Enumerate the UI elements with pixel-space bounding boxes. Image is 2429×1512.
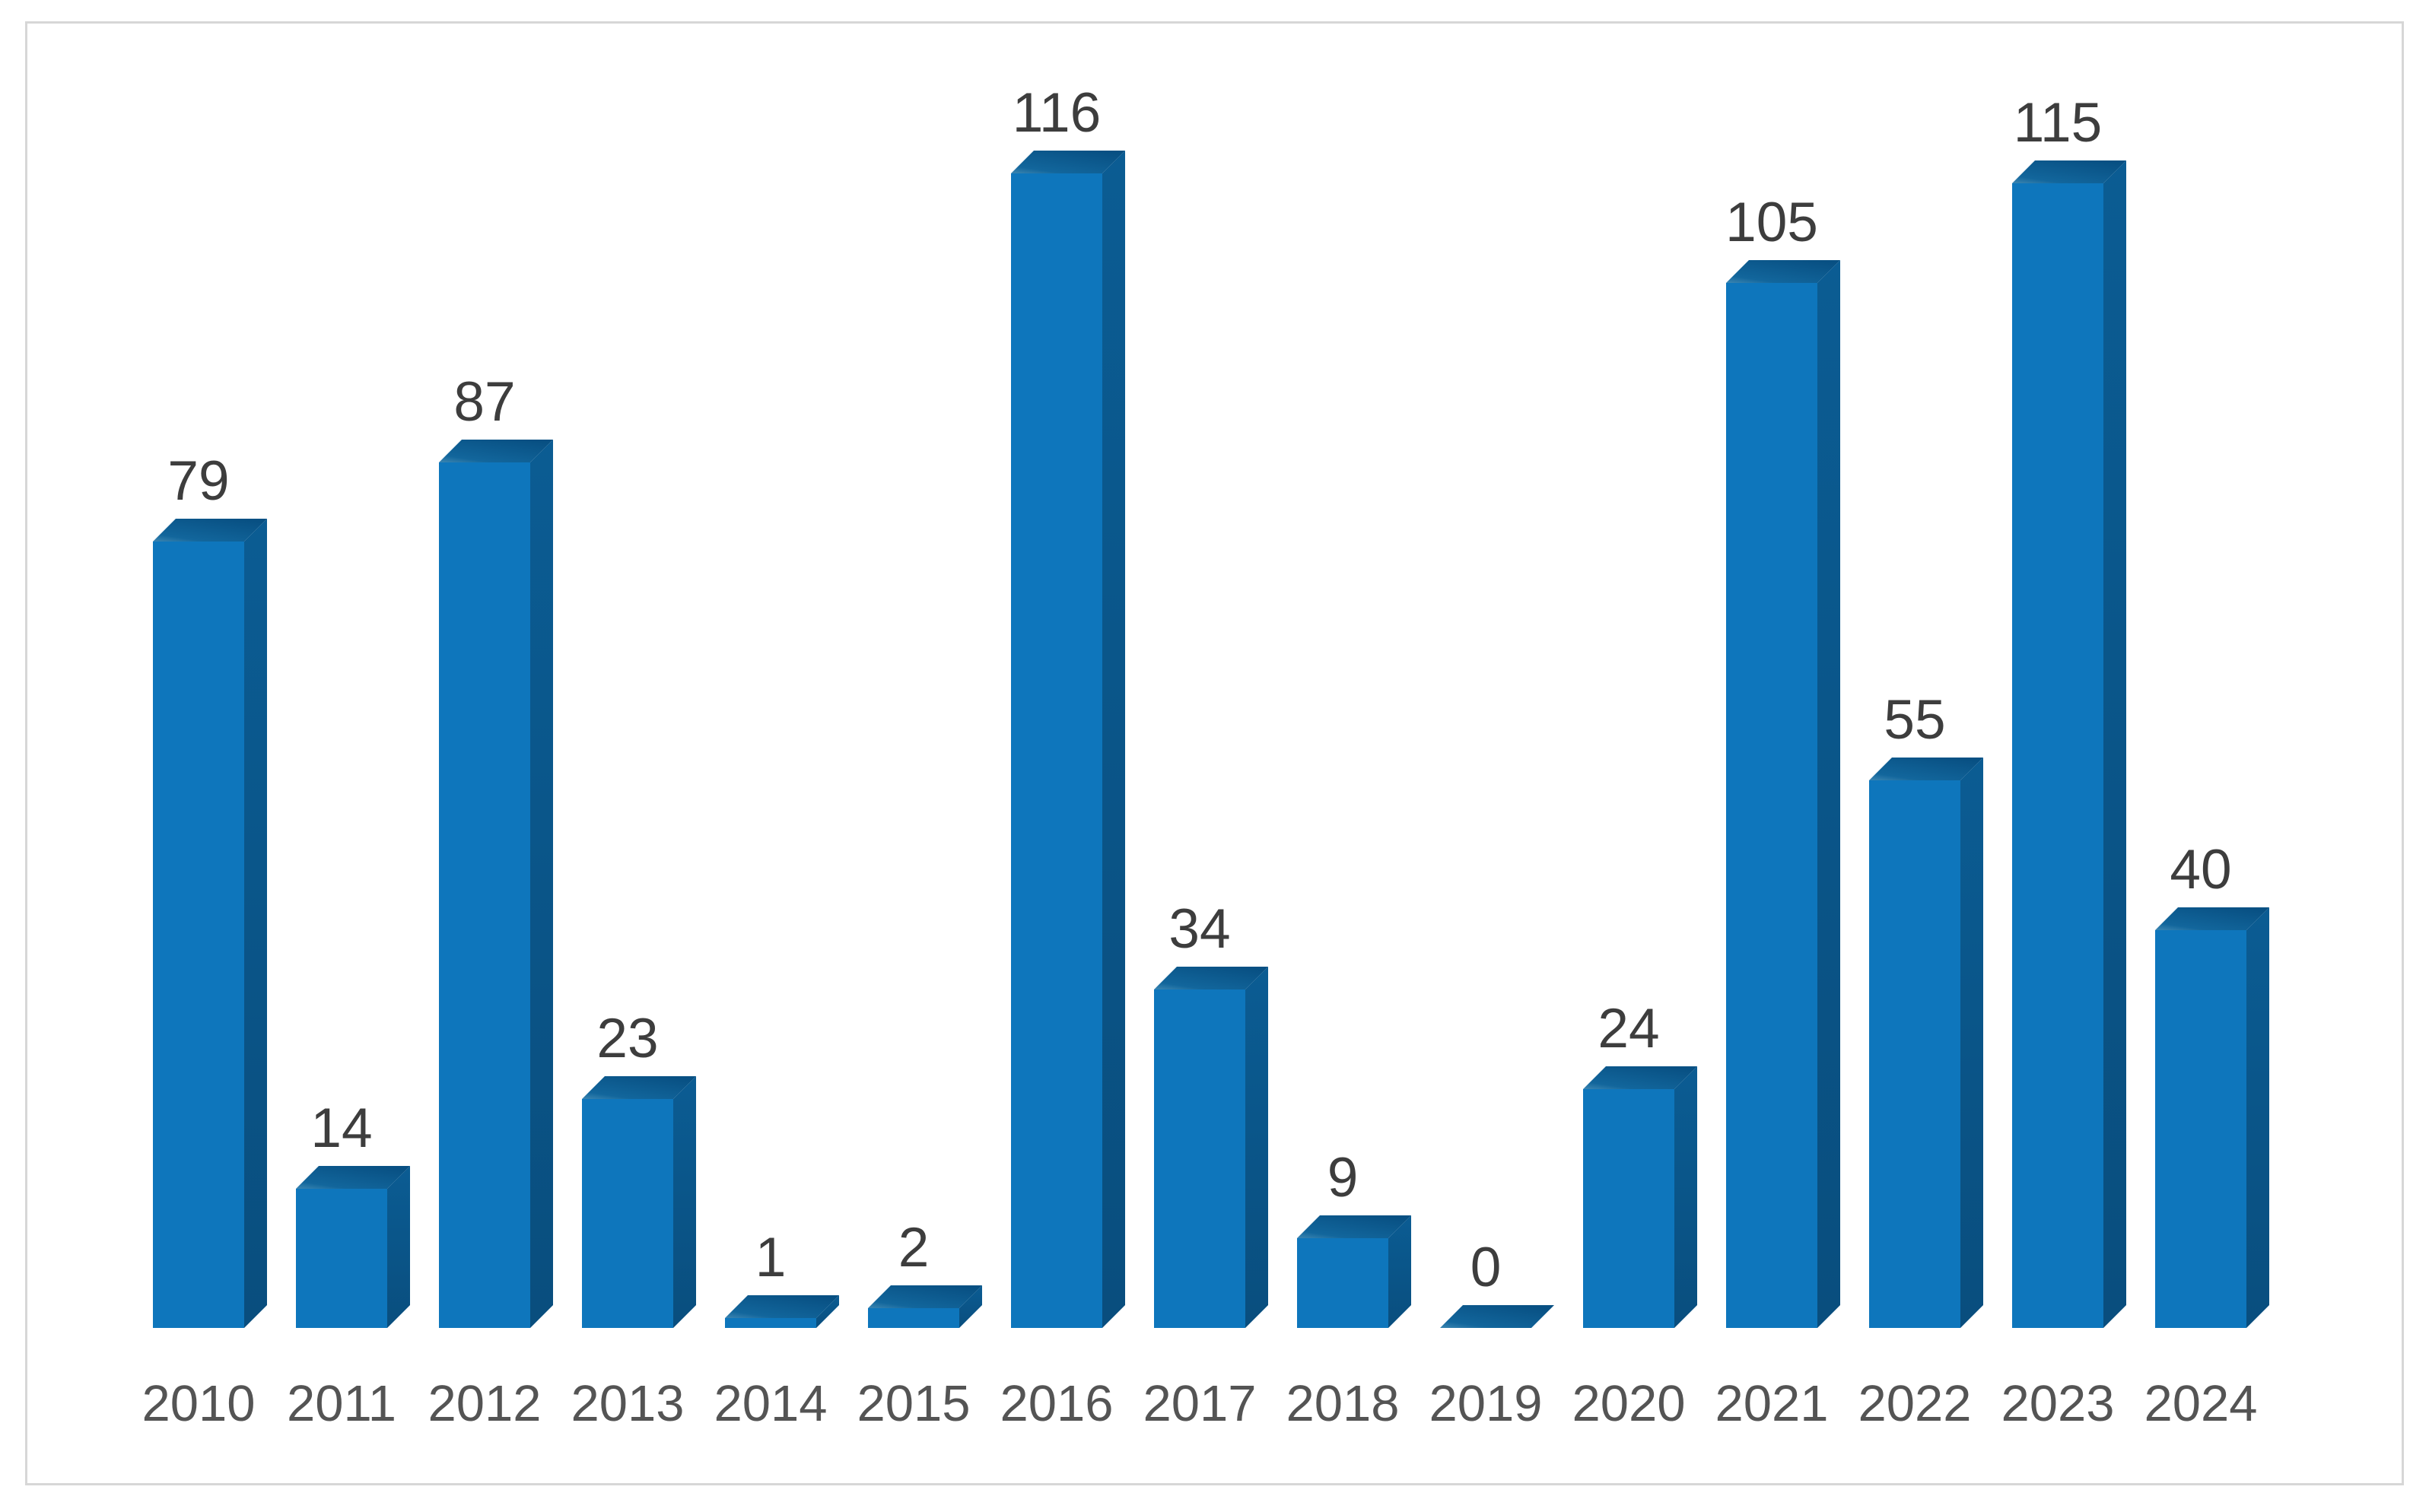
bar-top-face: [153, 519, 267, 542]
category-label-2015: 2015: [857, 1375, 970, 1432]
bar-2010: [153, 519, 267, 1328]
bar-2014: [725, 1295, 839, 1328]
category-label-2014: 2014: [714, 1375, 827, 1432]
category-label-2017: 2017: [1143, 1375, 1256, 1432]
value-label-2021: 105: [1725, 192, 1818, 253]
category-label-2016: 2016: [1000, 1375, 1113, 1432]
value-label-2012: 87: [453, 371, 515, 433]
value-label-2013: 23: [596, 1008, 658, 1069]
bar-side-face: [816, 1295, 839, 1328]
bar-2022: [1869, 758, 1983, 1328]
bar-top-face: [1869, 758, 1983, 780]
bar-top-face: [1583, 1066, 1697, 1089]
value-label-2022: 55: [1884, 689, 1945, 751]
bar-front-face: [1583, 1089, 1674, 1328]
bar-2016: [1011, 151, 1125, 1328]
bar-side-face: [2103, 160, 2126, 1328]
category-label-2022: 2022: [1858, 1375, 1971, 1432]
bar-top-face: [1297, 1215, 1411, 1238]
value-label-2014: 1: [755, 1227, 787, 1288]
bar-2018: [1297, 1215, 1411, 1328]
value-label-2010: 79: [167, 450, 229, 512]
bar-side-face: [1817, 260, 1840, 1328]
value-label-2023: 115: [2014, 92, 2102, 154]
bar-2015: [868, 1285, 982, 1328]
bar-2013: [582, 1076, 696, 1328]
bar-top-face: [1726, 260, 1840, 283]
bar-side-face: [1245, 967, 1268, 1328]
bar-side-face: [1674, 1066, 1697, 1328]
value-label-2024: 40: [2170, 839, 2231, 901]
bar-front-face: [1726, 283, 1817, 1328]
bar-2011: [296, 1166, 410, 1328]
value-label-2018: 9: [1327, 1147, 1359, 1209]
bar-front-face: [2155, 930, 2246, 1328]
bar-front-face: [1154, 989, 1245, 1328]
bar-top-face: [1440, 1305, 1554, 1328]
bar-top-face: [1011, 151, 1125, 173]
bar-front-face: [1869, 780, 1960, 1328]
bar-2019: [1440, 1305, 1554, 1328]
bars-group: [153, 151, 2269, 1328]
bar-top-face: [439, 440, 553, 462]
bar-front-face: [1011, 173, 1102, 1328]
bar-side-face: [1388, 1215, 1411, 1328]
bar-side-face: [959, 1285, 982, 1328]
labels-group: 79 2010 14 2011 87 2012 23 2013 1 2014 2 2015 116 201…: [141, 82, 2257, 1432]
value-label-2017: 34: [1168, 898, 1230, 960]
bar-front-face: [725, 1318, 816, 1328]
bar-top-face: [725, 1295, 839, 1318]
bar-front-face: [2012, 183, 2103, 1328]
category-label-2012: 2012: [428, 1375, 541, 1432]
bar-top-face: [1154, 967, 1268, 989]
bar-top-face: [582, 1076, 696, 1099]
category-label-2018: 2018: [1286, 1375, 1399, 1432]
bar-2024: [2155, 907, 2269, 1328]
bar-2020: [1583, 1066, 1697, 1328]
category-label-2023: 2023: [2001, 1375, 2114, 1432]
bar-side-face: [387, 1166, 410, 1328]
bar-2023: [2012, 160, 2126, 1328]
bar-side-face: [673, 1076, 696, 1328]
bar-side-face: [1102, 151, 1125, 1328]
bar-side-face: [1960, 758, 1983, 1328]
value-label-2019: 0: [1470, 1237, 1502, 1298]
bar-front-face: [868, 1308, 959, 1328]
bar-top-face: [296, 1166, 410, 1189]
bar-side-face: [244, 519, 267, 1328]
category-label-2019: 2019: [1429, 1375, 1542, 1432]
bar-top-face: [2012, 160, 2126, 183]
bar-front-face: [582, 1099, 673, 1328]
bar-2017: [1154, 967, 1268, 1328]
category-label-2010: 2010: [141, 1375, 255, 1432]
bar-front-face: [439, 462, 530, 1328]
bar-2021: [1726, 260, 1840, 1328]
value-label-2011: 14: [310, 1097, 372, 1159]
bar-front-face: [1297, 1238, 1388, 1328]
bar-front-face: [296, 1189, 387, 1328]
value-label-2015: 2: [898, 1217, 930, 1279]
bar-top-face: [868, 1285, 982, 1308]
bar-front-face: [153, 542, 244, 1328]
bar-top-face: [2155, 907, 2269, 930]
bar-2012: [439, 440, 553, 1328]
category-label-2021: 2021: [1715, 1375, 1828, 1432]
bar-side-face: [2246, 907, 2269, 1328]
value-label-2020: 24: [1598, 998, 1659, 1059]
category-label-2011: 2011: [287, 1375, 396, 1432]
category-label-2020: 2020: [1572, 1375, 1685, 1432]
category-label-2024: 2024: [2144, 1375, 2257, 1432]
bar-side-face: [530, 440, 553, 1328]
value-label-2016: 116: [1013, 82, 1101, 144]
category-label-2013: 2013: [571, 1375, 684, 1432]
